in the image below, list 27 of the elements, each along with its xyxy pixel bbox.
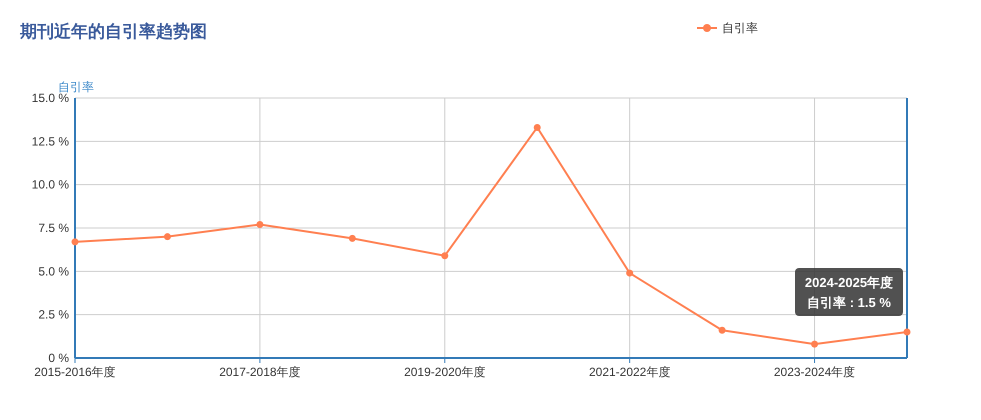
point bbox=[904, 328, 910, 336]
y-tick-label: 15.0 % bbox=[32, 91, 70, 105]
x-tick-label: 2015-2016年度 bbox=[34, 365, 116, 379]
point bbox=[626, 270, 634, 277]
legend-label: 自引率 bbox=[722, 21, 758, 35]
point bbox=[72, 238, 78, 246]
annotation: 2024-2025年度 bbox=[804, 275, 894, 290]
annotation: 自引率 : 1.5 % bbox=[807, 295, 892, 310]
point bbox=[164, 233, 171, 240]
chart-title: 期刊近年的自引率趋势图 bbox=[19, 22, 207, 41]
x-tick-label: 2019-2020年度 bbox=[404, 365, 486, 379]
y-tick-label: 5.0 % bbox=[38, 264, 70, 278]
y-tick-label: 7.5 % bbox=[38, 221, 70, 235]
x-tick-label: 2017-2018年度 bbox=[219, 365, 301, 379]
x-tick-label: 2023-2024年度 bbox=[774, 365, 856, 379]
point bbox=[348, 234, 356, 242]
y-tick-label: 10.0 % bbox=[32, 178, 70, 192]
point bbox=[256, 221, 264, 228]
y-tick-label: 2.5 % bbox=[38, 308, 70, 322]
y-axis-title: 自引率 bbox=[58, 80, 94, 94]
point bbox=[718, 326, 726, 334]
y-tick-label: 12.5 % bbox=[32, 134, 70, 148]
x-tick-label: 2021-2022年度 bbox=[588, 365, 670, 379]
y-tick-label: 0 % bbox=[48, 351, 70, 365]
point bbox=[811, 340, 818, 348]
point bbox=[441, 252, 448, 260]
point bbox=[534, 124, 541, 131]
